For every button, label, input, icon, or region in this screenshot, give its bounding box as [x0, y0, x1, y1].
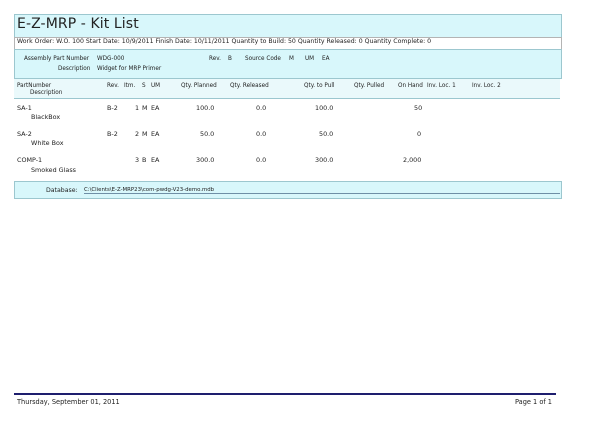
row-2-part: SA-2 [17, 130, 32, 138]
col-um: UM [151, 83, 161, 89]
col-on-hand: On Hand [398, 83, 423, 89]
work-order-line: Work Order: W.O. 100 Start Date: 10/9/20… [17, 38, 432, 45]
row-2-desc: White Box [31, 139, 64, 147]
row-3-desc: Smoked Glass [31, 166, 76, 174]
database-path: C:\Clients\E-Z-MRP23\com-pwdg-V23-demo.m… [84, 187, 215, 193]
row-1-qty-planned: 100.0 [196, 104, 215, 112]
row-2-s: M [142, 130, 148, 138]
assembly-rev-label: Rev. [209, 56, 221, 62]
col-inv-loc-2: Inv. Loc. 2 [472, 83, 501, 89]
col-itm: Itm. [124, 83, 136, 89]
col-inv-loc-1: Inv. Loc. 1 [427, 83, 456, 89]
row-3-qty-released: 0.0 [256, 156, 267, 164]
assembly-source-code-label: Source Code [245, 56, 281, 62]
row-3-part: COMP-1 [17, 156, 43, 164]
row-1-qty-released: 0.0 [256, 104, 267, 112]
row-1-desc: BlackBox [31, 113, 61, 121]
row-1-part: SA-1 [17, 104, 32, 112]
row-1-rev: B-2 [107, 104, 118, 112]
col-part-number: PartNumber [17, 83, 52, 89]
assembly-header-band [14, 49, 562, 79]
footer-date: Thursday, September 01, 2011 [17, 398, 120, 406]
col-qty-pulled: Qty. Pulled [354, 83, 385, 89]
row-3-qty-planned: 300.0 [196, 156, 215, 164]
row-2-on-hand: 0 [417, 130, 422, 138]
row-2-itm: 2 [135, 130, 140, 138]
column-header-band [14, 79, 560, 99]
row-2-um: EA [151, 130, 160, 138]
col-s: S [142, 83, 146, 89]
row-1-um: EA [151, 104, 160, 112]
assembly-rev: B [228, 56, 232, 62]
row-3-um: EA [151, 156, 160, 164]
col-rev: Rev. [107, 83, 119, 89]
col-description: Description [30, 90, 63, 96]
footer-page-number: Page 1 of 1 [515, 398, 552, 406]
row-1-on-hand: 50 [414, 104, 423, 112]
col-qty-to-pull: Qty. to Pull [304, 83, 335, 89]
assembly-part-number-label: Assembly Part Number [24, 56, 90, 62]
row-3-s: B [142, 156, 147, 164]
row-2-qty-released: 0.0 [256, 130, 267, 138]
assembly-description-label: Description [58, 66, 91, 72]
row-1-qty-to-pull: 100.0 [315, 104, 334, 112]
row-2-qty-planned: 50.0 [200, 130, 215, 138]
row-3-on-hand: 2,000 [403, 156, 422, 164]
database-band [14, 181, 562, 199]
row-3-itm: 3 [135, 156, 140, 164]
report-title: E-Z-MRP - Kit List [17, 16, 139, 32]
row-1-itm: 1 [135, 104, 140, 112]
assembly-um: EA [322, 56, 330, 62]
assembly-part-number: WDG-000 [97, 56, 125, 62]
footer-rule [14, 393, 556, 395]
assembly-um-label: UM [305, 56, 315, 62]
row-1-s: M [142, 104, 148, 112]
col-qty-released: Qty. Released [230, 83, 269, 89]
database-underline [84, 193, 560, 194]
database-label: Database: [46, 187, 78, 194]
row-2-rev: B-2 [107, 130, 118, 138]
assembly-source-code: M [289, 56, 294, 62]
assembly-description: Widget for MRP Primer [97, 66, 162, 72]
col-qty-planned: Qty. Planned [181, 83, 217, 89]
row-3-qty-to-pull: 300.0 [315, 156, 334, 164]
row-2-qty-to-pull: 50.0 [319, 130, 334, 138]
